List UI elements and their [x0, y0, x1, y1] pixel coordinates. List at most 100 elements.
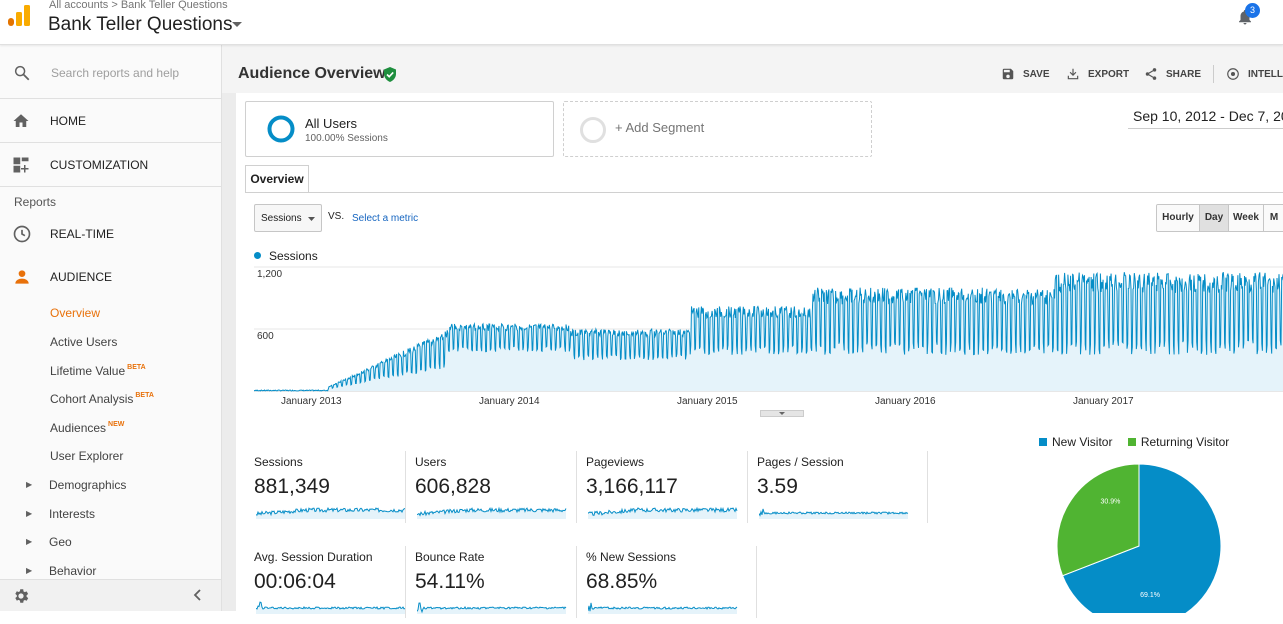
beta-badge: BETA: [127, 364, 146, 371]
sidebar-item-realtime[interactable]: REAL-TIME: [0, 219, 221, 249]
legend-new-visitor[interactable]: New Visitor: [1052, 435, 1113, 449]
gear-icon[interactable]: [12, 587, 30, 605]
property-title[interactable]: Bank Teller Questions: [48, 14, 233, 35]
scorecard-pages-per-session[interactable]: Pages / Session 3.59: [747, 451, 928, 529]
granularity-week-button[interactable]: Week: [1229, 205, 1264, 231]
pie-legend: New Visitor Returning Visitor: [1039, 435, 1229, 449]
scorecard-pageviews[interactable]: Pageviews 3,166,117: [576, 451, 746, 529]
card-divider: [756, 546, 757, 618]
sidebar-item-geo[interactable]: Geo: [49, 535, 72, 549]
date-range-picker[interactable]: Sep 10, 2012 - Dec 7, 20: [1128, 105, 1283, 129]
scorecard-value: 606,828: [415, 475, 491, 498]
scorecard-value: 881,349: [254, 475, 330, 498]
sidebar-item-behavior[interactable]: Behavior: [49, 564, 97, 578]
sparkline: [588, 506, 738, 519]
export-button[interactable]: EXPORT: [1066, 67, 1136, 83]
sidebar-item-customization[interactable]: CUSTOMIZATION: [0, 143, 221, 187]
collapse-sidebar-icon[interactable]: [192, 589, 202, 601]
verified-shield-icon: [384, 67, 396, 82]
sidebar-search[interactable]: Search reports and help: [0, 45, 221, 99]
sidebar-subitem-cohort-analysis[interactable]: Cohort Analysis BETA: [50, 392, 154, 406]
granularity-toggle: Hourly Day Week M: [1156, 204, 1283, 232]
save-icon: [1002, 68, 1014, 80]
x-tick-label: January 2013: [281, 396, 342, 407]
sidebar-subitem-overview[interactable]: Overview: [50, 306, 100, 320]
scorecard-label: Users: [415, 455, 447, 469]
scorecard-label: Pages / Session: [757, 455, 844, 469]
sidebar-subitem-audiences[interactable]: Audiences NEW: [50, 421, 124, 435]
scorecard-value: 54.11%: [415, 570, 485, 593]
segment-all-users[interactable]: All Users 100.00% Sessions: [245, 101, 554, 157]
card-divider: [405, 546, 406, 618]
pie-slice-returning-visitor[interactable]: [1056, 463, 1140, 577]
sparkline-line: [417, 506, 567, 517]
new-badge: NEW: [108, 421, 125, 428]
expand-arrow-icon[interactable]: ▶: [26, 480, 33, 489]
x-tick-label: January 2014: [479, 396, 540, 407]
subitem-label: Lifetime Value: [50, 364, 126, 378]
scorecard-new-sessions[interactable]: % New Sessions 68.85%: [576, 546, 757, 624]
granularity-month-button[interactable]: M: [1264, 205, 1283, 231]
tab-divider: [245, 192, 1283, 193]
insights-label: INTELLI: [1248, 69, 1283, 80]
sidebar-item-home[interactable]: HOME: [0, 99, 221, 143]
scorecard-sessions[interactable]: Sessions 881,349: [254, 451, 414, 529]
sidebar-footer: [0, 579, 221, 611]
scorecard-label: % New Sessions: [586, 550, 677, 564]
expand-arrow-icon[interactable]: ▶: [26, 509, 33, 518]
add-segment-button[interactable]: + Add Segment: [563, 101, 872, 157]
chart-resize-handle[interactable]: [760, 410, 804, 417]
sparkline-area: [588, 508, 737, 519]
sidebar-subitem-active-users[interactable]: Active Users: [50, 335, 117, 349]
notification-count-badge: 3: [1245, 3, 1260, 18]
download-icon: [1067, 68, 1079, 80]
y-tick-label: 1,200: [257, 269, 282, 280]
legend-returning-visitor[interactable]: Returning Visitor: [1140, 435, 1230, 449]
breadcrumb[interactable]: All accounts > Bank Teller Questions: [49, 0, 228, 11]
visitor-type-pie-chart[interactable]: 69.1% 30.9%: [1056, 463, 1226, 613]
expand-arrow-icon[interactable]: ▶: [26, 566, 33, 575]
granularity-hourly-button[interactable]: Hourly: [1157, 205, 1200, 231]
scorecard-value: 3.59: [757, 475, 798, 498]
share-button[interactable]: SHARE: [1144, 67, 1206, 83]
scorecard-label: Pageviews: [586, 455, 645, 469]
scorecard-value: 00:06:04: [254, 570, 336, 593]
subitem-label: Active Users: [50, 335, 118, 349]
scorecard-avg-session-duration[interactable]: Avg. Session Duration 00:06:04: [254, 546, 414, 624]
sidebar-item-label: REAL-TIME: [50, 227, 115, 241]
scorecard-label: Avg. Session Duration: [254, 550, 373, 564]
chevron-down-icon: [308, 217, 315, 221]
search-input[interactable]: Search reports and help: [51, 66, 180, 80]
select-metric-link[interactable]: Select a metric: [352, 213, 419, 224]
analytics-logo-icon[interactable]: [7, 4, 31, 28]
toolbar-divider: [1213, 65, 1214, 83]
sidebar: Search reports and help HOME CUSTOMIZATI…: [0, 45, 222, 611]
legend-swatch: [1127, 438, 1136, 446]
sidebar-subitem-user-explorer[interactable]: User Explorer: [50, 449, 123, 463]
sidebar-item-audience[interactable]: AUDIENCE: [0, 262, 221, 292]
sidebar-subitem-lifetime-value[interactable]: Lifetime Value BETA: [50, 364, 146, 378]
tab-overview[interactable]: Overview: [245, 165, 309, 193]
card-divider: [927, 451, 928, 523]
insights-button[interactable]: INTELLI: [1226, 67, 1283, 83]
pie-slice-new-visitor[interactable]: [1061, 463, 1222, 613]
sparkline-area: [417, 603, 566, 614]
sparkline-line: [417, 602, 567, 614]
property-dropdown-icon[interactable]: [232, 22, 242, 28]
add-segment-label: + Add Segment: [615, 120, 705, 135]
granularity-day-button[interactable]: Day: [1200, 205, 1229, 231]
vs-label: VS.: [328, 211, 345, 222]
sparkline-line: [759, 508, 909, 517]
chart-legend: Sessions: [254, 249, 318, 263]
metric-select[interactable]: Sessions: [254, 204, 322, 232]
share-icon: [1145, 68, 1157, 80]
sessions-chart[interactable]: 1,200 600 January 2013 January 2014 Janu…: [254, 265, 1283, 410]
save-button[interactable]: SAVE: [1001, 67, 1061, 83]
export-label: EXPORT: [1088, 69, 1130, 80]
pie-slice-label: 69.1%: [1140, 592, 1160, 599]
scorecard-bounce-rate[interactable]: Bounce Rate 54.11%: [405, 546, 575, 624]
sidebar-item-demographics[interactable]: Demographics: [49, 478, 127, 492]
scorecard-users[interactable]: Users 606,828: [405, 451, 575, 529]
expand-arrow-icon[interactable]: ▶: [26, 537, 33, 546]
sidebar-item-interests[interactable]: Interests: [49, 507, 96, 521]
